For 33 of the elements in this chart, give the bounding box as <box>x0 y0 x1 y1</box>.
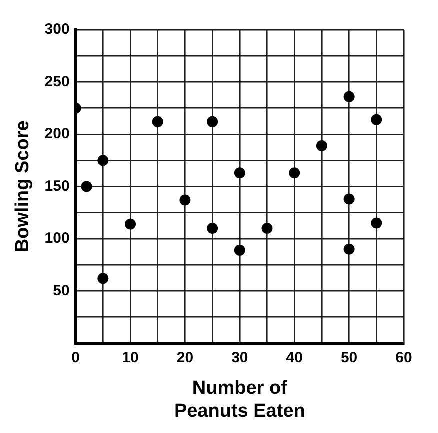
point <box>81 181 92 192</box>
point <box>234 244 246 256</box>
point <box>234 168 246 179</box>
point <box>316 140 328 152</box>
y-tick-label: 50 <box>53 282 70 300</box>
point <box>207 116 218 128</box>
y-tick-label: 300 <box>44 21 70 38</box>
point <box>207 222 218 234</box>
x-tick-label: 30 <box>232 350 248 367</box>
y-tick-label: 100 <box>44 230 70 248</box>
point <box>98 155 109 166</box>
point <box>371 218 382 229</box>
y-tick-label: 250 <box>44 73 70 90</box>
point <box>344 194 355 205</box>
y-tick-label: 150 <box>44 178 70 195</box>
x-tick-label: 60 <box>396 350 412 367</box>
x-tick-label: 20 <box>176 350 194 367</box>
point <box>289 168 300 179</box>
point <box>344 244 355 255</box>
x-axis-title: Number of Peanuts Eaten <box>174 378 306 422</box>
point <box>180 194 191 206</box>
point <box>125 218 136 230</box>
x-tick-label: 10 <box>122 350 139 367</box>
point <box>152 116 164 128</box>
y-axis-title: Bowling Score <box>12 120 34 253</box>
x-tick-label: 40 <box>286 350 303 367</box>
x-tick-label: 0 <box>72 350 80 367</box>
x-tick-label: 50 <box>340 350 358 367</box>
point <box>371 114 382 126</box>
point <box>262 222 273 234</box>
y-tick-label: 200 <box>44 126 70 143</box>
point <box>98 273 109 284</box>
point <box>344 91 355 102</box>
